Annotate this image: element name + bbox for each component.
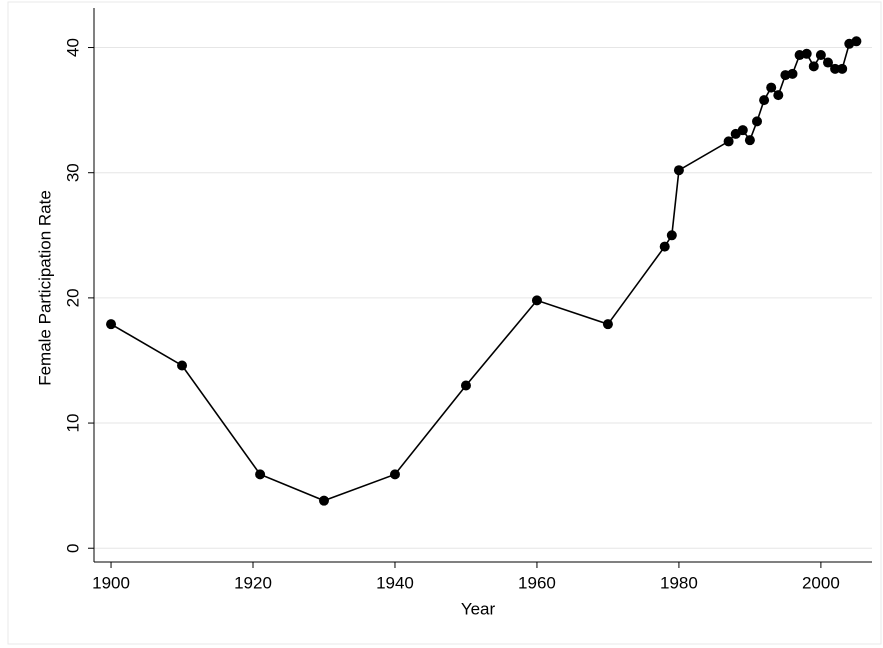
data-point [830, 63, 841, 74]
data-point [766, 82, 777, 93]
data-point [773, 90, 784, 101]
x-tick-label: 1940 [376, 573, 414, 592]
data-point [837, 63, 848, 74]
data-point [737, 125, 748, 136]
x-tick-label: 1900 [92, 573, 130, 592]
x-tick-label: 1980 [660, 573, 698, 592]
data-point [659, 241, 670, 252]
y-tick-label: 40 [63, 38, 82, 57]
data-point [531, 295, 542, 306]
data-point [752, 116, 763, 127]
y-tick-label: 20 [63, 288, 82, 307]
x-tick-label: 2000 [802, 573, 840, 592]
data-point [389, 469, 400, 480]
data-point [255, 469, 266, 480]
y-tick-label: 10 [63, 414, 82, 433]
data-point [602, 319, 613, 330]
data-point [106, 319, 117, 330]
data-point [744, 135, 755, 146]
data-point [318, 495, 329, 506]
data-point [822, 57, 833, 68]
x-axis-label: Year [461, 599, 496, 618]
data-point [808, 61, 819, 72]
y-tick-label: 0 [63, 543, 82, 552]
data-point [723, 136, 734, 147]
data-point [759, 95, 770, 106]
chart-frame [7, 1, 882, 645]
data-point [177, 360, 188, 371]
y-axis-label: Female Participation Rate [35, 190, 54, 386]
data-point [851, 36, 862, 47]
x-tick-label: 1920 [234, 573, 272, 592]
data-point [801, 48, 812, 59]
data-point [673, 165, 684, 176]
data-point [460, 380, 471, 391]
y-tick-label: 30 [63, 163, 82, 182]
x-tick-label: 1960 [518, 573, 556, 592]
data-point [787, 68, 798, 79]
data-point [815, 50, 826, 61]
data-point [666, 230, 677, 241]
